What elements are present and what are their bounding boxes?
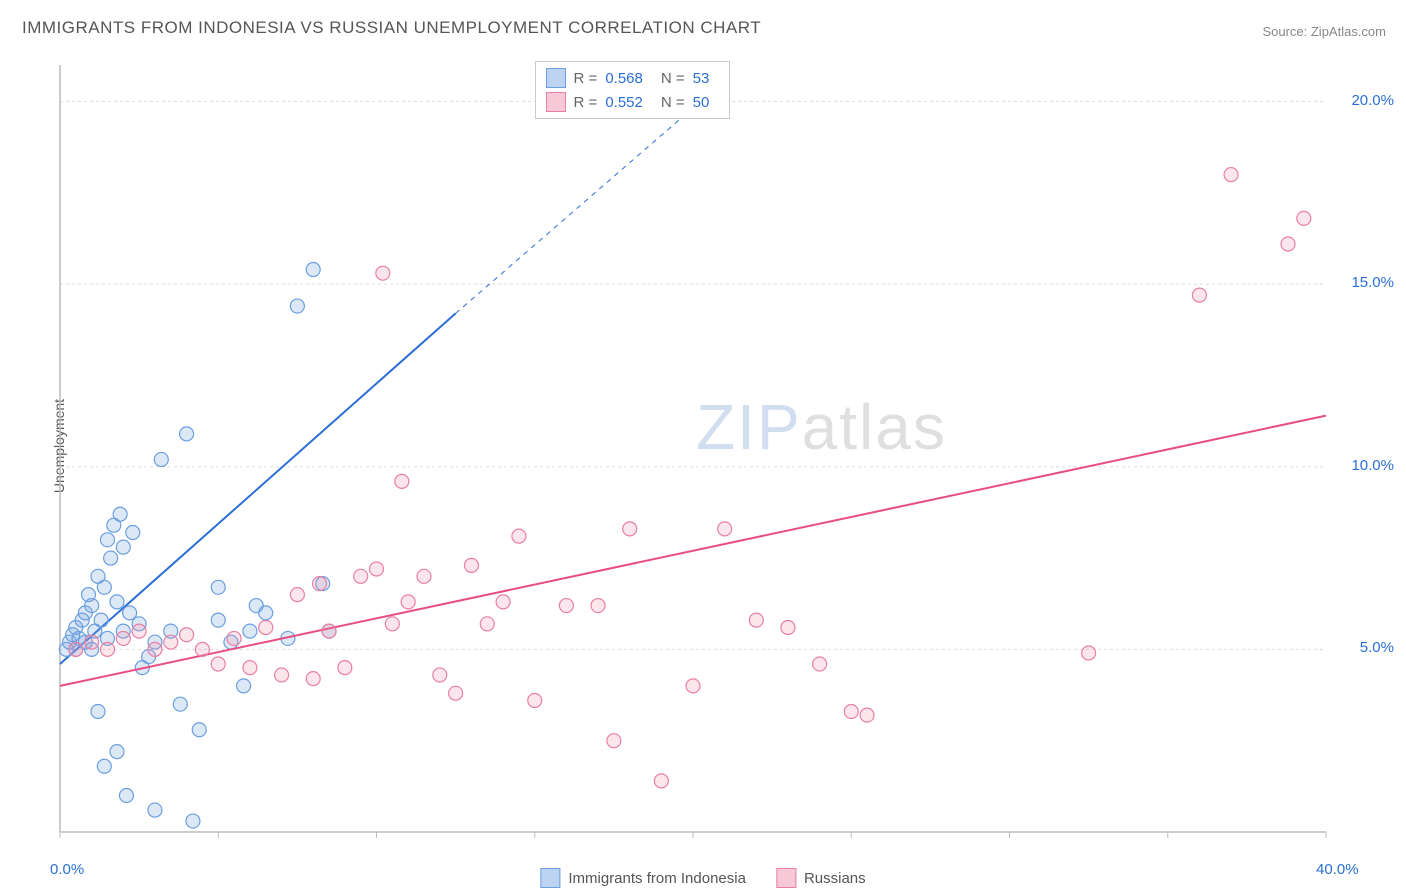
legend-swatch [540, 868, 560, 888]
series-label: Russians [804, 870, 866, 887]
chart-area: ZIPatlas R =0.568N =53R =0.552N =50 [50, 55, 1396, 852]
y-tick-label: 20.0% [1351, 92, 1394, 109]
series-legend-item: Immigrants from Indonesia [540, 868, 746, 888]
series-legend-item: Russians [776, 868, 866, 888]
series-label: Immigrants from Indonesia [568, 870, 746, 887]
correlation-legend: R = 0.568 N = 53 R = 0.552 N = 50 [535, 61, 731, 119]
y-tick-label: 15.0% [1351, 274, 1394, 291]
r-label: R = [574, 70, 598, 87]
legend-swatch [546, 68, 566, 88]
chart-title: IMMIGRANTS FROM INDONESIA VS RUSSIAN UNE… [22, 18, 761, 38]
r-value: 0.552 [605, 94, 643, 111]
r-label: R = [574, 94, 598, 111]
legend-swatch [546, 92, 566, 112]
n-value: 50 [693, 94, 710, 111]
source-prefix: Source: [1262, 24, 1310, 39]
r-value: 0.568 [605, 70, 643, 87]
x-tick-label: 0.0% [50, 861, 84, 878]
y-tick-label: 5.0% [1360, 639, 1394, 656]
series-legend: Immigrants from Indonesia Russians [540, 868, 865, 888]
n-value: 53 [693, 70, 710, 87]
n-label: N = [661, 70, 685, 87]
legend-swatch [776, 868, 796, 888]
correlation-legend-row: R = 0.568 N = 53 [546, 66, 720, 90]
n-label: N = [661, 94, 685, 111]
y-tick-label: 10.0% [1351, 457, 1394, 474]
correlation-legend-row: R = 0.552 N = 50 [546, 90, 720, 114]
source-attribution: Source: ZipAtlas.com [1262, 24, 1386, 39]
source-name: ZipAtlas.com [1311, 24, 1386, 39]
x-tick-label: 40.0% [1316, 861, 1359, 878]
scatter-chart [50, 55, 1396, 852]
